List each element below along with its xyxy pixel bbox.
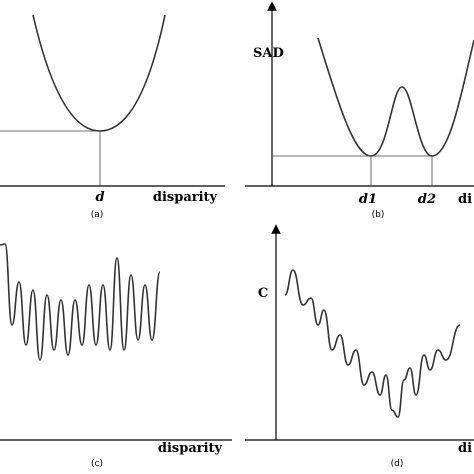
caption: (a) [91,210,104,220]
curve [32,14,166,132]
caption: (c) [91,459,103,469]
min-label: d1 [359,192,377,207]
curve [0,243,161,361]
panel-d: C di (d) [245,224,474,469]
curve [317,37,474,157]
x-label: disparity [153,190,218,205]
panel-b: SAD d1 d2 di (b) [245,1,474,220]
y-label: SAD [253,46,284,61]
min-label: d2 [418,192,436,207]
x-label: di [458,192,472,207]
panel-a: d disparity (a) [0,14,225,220]
caption: (b) [372,210,385,220]
curve [284,269,461,418]
x-label: di [458,441,472,456]
min-label: d [95,190,104,205]
y-label: C [258,286,268,301]
x-label: disparity [158,441,223,456]
panel-c: disparity (c) [0,243,232,469]
caption: (d) [391,459,404,469]
